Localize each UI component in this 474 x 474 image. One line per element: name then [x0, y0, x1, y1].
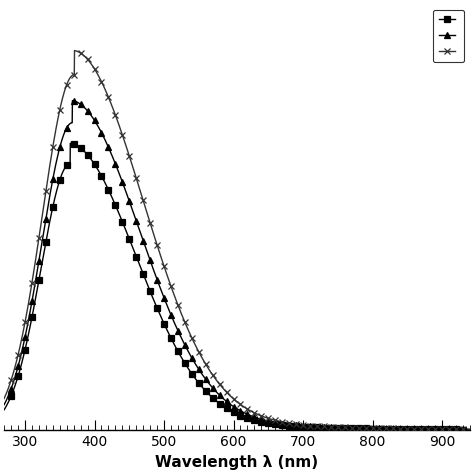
- x: [78, 50, 83, 56]
- s: [71, 141, 76, 147]
- ^: [71, 98, 76, 104]
- s: [43, 239, 49, 245]
- X-axis label: Wavelength λ (nm): Wavelength λ (nm): [155, 455, 319, 470]
- ^: [127, 198, 132, 204]
- ^: [432, 426, 438, 432]
- Line: x: x: [9, 50, 465, 432]
- s: [460, 427, 466, 432]
- Legend: , , : , ,: [433, 10, 464, 62]
- x: [43, 188, 49, 194]
- x: [210, 372, 216, 378]
- x: [460, 427, 466, 432]
- Line: s: s: [9, 141, 465, 432]
- ^: [370, 426, 375, 431]
- s: [370, 426, 375, 431]
- ^: [460, 427, 466, 432]
- ^: [43, 216, 49, 221]
- ^: [154, 277, 160, 283]
- s: [8, 393, 14, 399]
- Line: ^: ^: [9, 98, 465, 432]
- s: [210, 395, 216, 401]
- ^: [8, 386, 14, 392]
- s: [127, 236, 132, 242]
- x: [432, 426, 438, 432]
- s: [154, 305, 160, 311]
- ^: [210, 385, 216, 391]
- x: [370, 425, 375, 431]
- x: [127, 153, 132, 159]
- x: [154, 242, 160, 248]
- x: [8, 377, 14, 383]
- s: [432, 427, 438, 432]
